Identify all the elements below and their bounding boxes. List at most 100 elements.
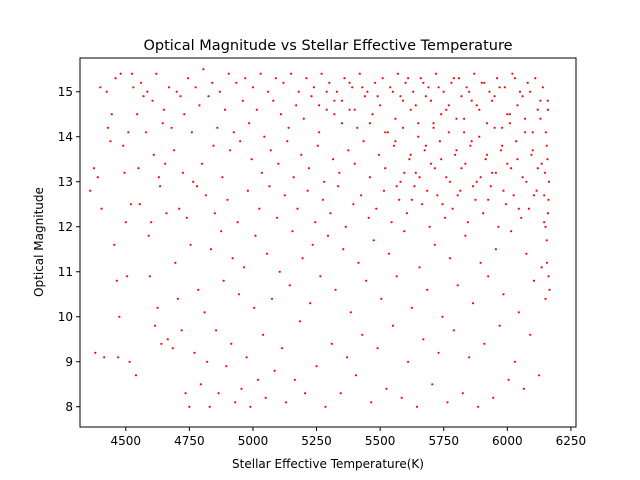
data-point <box>381 77 384 80</box>
data-point <box>379 104 382 107</box>
data-point <box>319 275 322 278</box>
data-point <box>277 162 280 165</box>
data-point <box>96 176 99 179</box>
data-point <box>257 378 260 381</box>
data-point <box>429 99 433 102</box>
data-point <box>479 261 482 264</box>
data-point <box>333 99 336 102</box>
data-point <box>316 144 319 147</box>
data-point <box>499 149 503 152</box>
data-point <box>339 392 342 395</box>
data-point <box>422 338 425 341</box>
data-point <box>287 126 290 129</box>
data-point <box>546 99 549 102</box>
data-point <box>201 162 204 165</box>
data-point <box>433 243 436 246</box>
data-point <box>543 221 546 224</box>
y-tick-label: 10 <box>58 310 73 324</box>
data-point <box>545 239 548 242</box>
data-point <box>435 72 438 75</box>
data-point <box>445 108 448 111</box>
data-point <box>204 194 207 197</box>
data-point <box>386 131 389 134</box>
data-point <box>358 72 361 75</box>
data-point <box>164 162 167 165</box>
data-point <box>436 194 439 197</box>
data-point <box>451 207 454 210</box>
data-point <box>180 329 183 332</box>
data-point <box>244 77 247 80</box>
data-point <box>463 117 466 120</box>
data-point <box>454 153 457 156</box>
data-point <box>389 86 392 89</box>
data-point <box>113 243 116 246</box>
data-point <box>148 275 151 278</box>
data-point <box>404 81 407 84</box>
data-point <box>179 95 182 98</box>
data-point <box>245 356 248 359</box>
data-point <box>354 374 358 377</box>
data-point <box>231 257 234 260</box>
data-point <box>491 99 494 102</box>
data-point <box>483 342 486 345</box>
data-point <box>492 396 495 399</box>
data-point <box>340 99 344 102</box>
data-point <box>470 99 473 102</box>
data-point <box>128 360 131 363</box>
data-point <box>461 392 464 395</box>
data-point <box>493 95 496 98</box>
x-tick-label: 5250 <box>301 434 332 448</box>
data-point <box>409 108 412 111</box>
data-point <box>530 153 533 156</box>
data-point <box>455 149 458 152</box>
data-point <box>384 167 387 170</box>
data-point <box>527 207 531 210</box>
data-point <box>531 131 534 134</box>
y-tick-label: 13 <box>58 175 73 189</box>
data-point <box>456 194 459 197</box>
data-point <box>99 86 102 89</box>
data-point <box>152 153 155 156</box>
data-point <box>507 378 510 381</box>
data-point <box>410 306 413 309</box>
data-point <box>366 90 369 93</box>
data-point <box>532 279 536 282</box>
x-tick-label: 6250 <box>556 434 587 448</box>
data-point <box>346 356 349 359</box>
data-point <box>426 288 429 291</box>
data-point <box>447 104 450 107</box>
data-point <box>391 90 394 93</box>
data-point <box>522 387 526 390</box>
data-point <box>503 86 506 89</box>
data-point <box>543 171 547 174</box>
data-point <box>338 171 341 174</box>
data-point <box>455 117 458 120</box>
data-point <box>304 392 307 395</box>
data-point <box>547 198 550 201</box>
data-point <box>218 90 221 93</box>
data-point <box>124 221 127 224</box>
data-point <box>377 153 380 156</box>
data-point <box>188 405 191 408</box>
data-point <box>255 108 258 111</box>
data-point <box>433 167 436 170</box>
data-point <box>437 86 440 89</box>
data-point <box>531 149 534 152</box>
data-point <box>393 144 396 147</box>
data-point <box>516 104 519 107</box>
x-tick-label: 4750 <box>174 434 205 448</box>
data-point <box>337 185 340 188</box>
data-point <box>362 140 365 143</box>
data-point <box>422 81 425 84</box>
data-point <box>517 311 520 314</box>
data-point <box>546 158 549 161</box>
data-point <box>250 158 253 161</box>
data-point <box>301 257 304 260</box>
data-point <box>513 360 517 363</box>
data-point <box>115 279 118 282</box>
data-point <box>146 90 149 93</box>
data-point <box>438 140 441 143</box>
data-point <box>235 81 238 84</box>
data-point <box>348 108 351 111</box>
